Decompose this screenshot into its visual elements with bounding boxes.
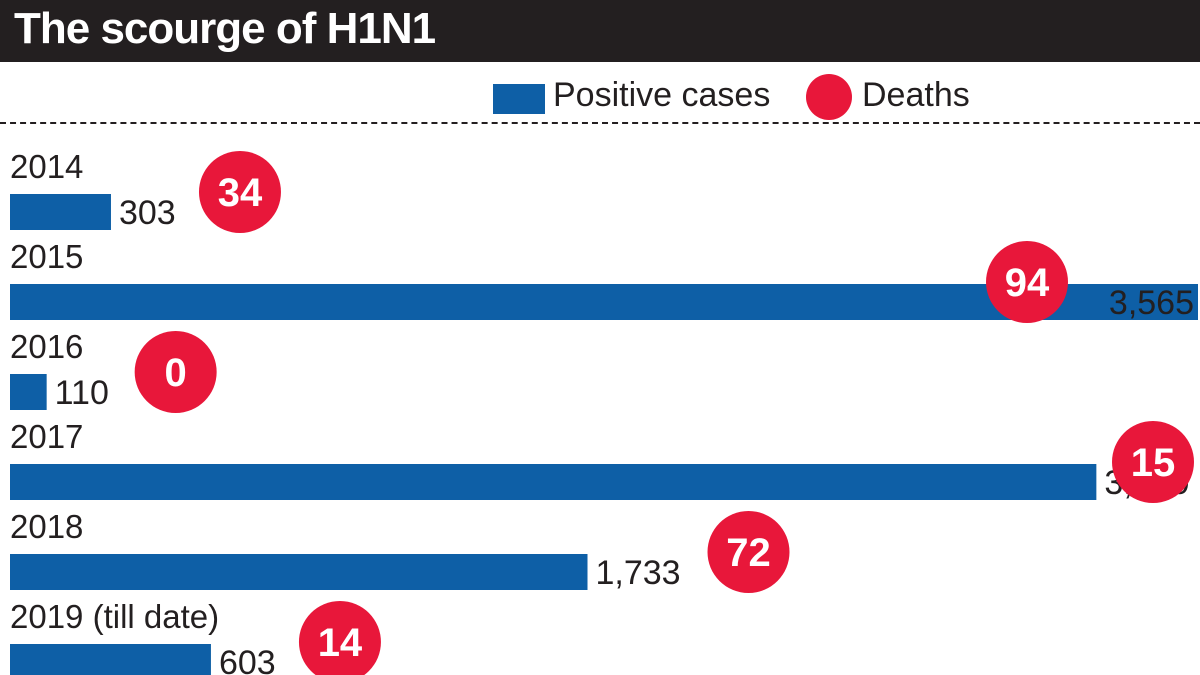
case-value-label: 303: [119, 194, 176, 232]
death-value-label: 34: [218, 171, 263, 215]
case-bar: [10, 194, 111, 230]
divider: [0, 122, 1200, 124]
case-bar: [10, 464, 1097, 500]
year-label: 2014: [10, 148, 83, 185]
legend-swatch-deaths: [806, 74, 852, 120]
year-label: 2019 (till date): [10, 598, 219, 635]
case-bar: [10, 554, 588, 590]
legend-label-cases: Positive cases: [553, 76, 771, 114]
year-label: 2016: [10, 328, 83, 365]
year-label: 2017: [10, 418, 83, 455]
case-value-label: 603: [219, 644, 276, 675]
case-value-label: 1,733: [596, 554, 681, 592]
death-circle: [298, 601, 381, 675]
death-value-label: 72: [726, 531, 771, 575]
death-circle: [134, 331, 217, 413]
legend-label-deaths: Deaths: [862, 76, 970, 114]
death-circle: [986, 241, 1068, 323]
death-value-label: 14: [318, 621, 363, 665]
legend-swatch-cases: [493, 84, 545, 114]
chart-title: The scourge of H1N1: [14, 4, 436, 53]
case-value-label: 110: [55, 374, 109, 412]
death-circle: [1112, 421, 1194, 503]
case-value-label: 3,565: [1109, 284, 1194, 322]
case-bar: [10, 644, 211, 675]
death-circle: [707, 511, 790, 593]
year-label: 2015: [10, 238, 83, 275]
death-value-label: 94: [1005, 261, 1050, 305]
year-label: 2018: [10, 508, 83, 545]
case-bar: [10, 374, 47, 410]
death-value-label: 15: [1131, 441, 1176, 485]
death-circle: [198, 151, 281, 233]
legend: Positive cases Deaths: [0, 62, 1200, 122]
title-bar: The scourge of H1N1: [0, 0, 1200, 62]
death-value-label: 0: [165, 351, 187, 395]
